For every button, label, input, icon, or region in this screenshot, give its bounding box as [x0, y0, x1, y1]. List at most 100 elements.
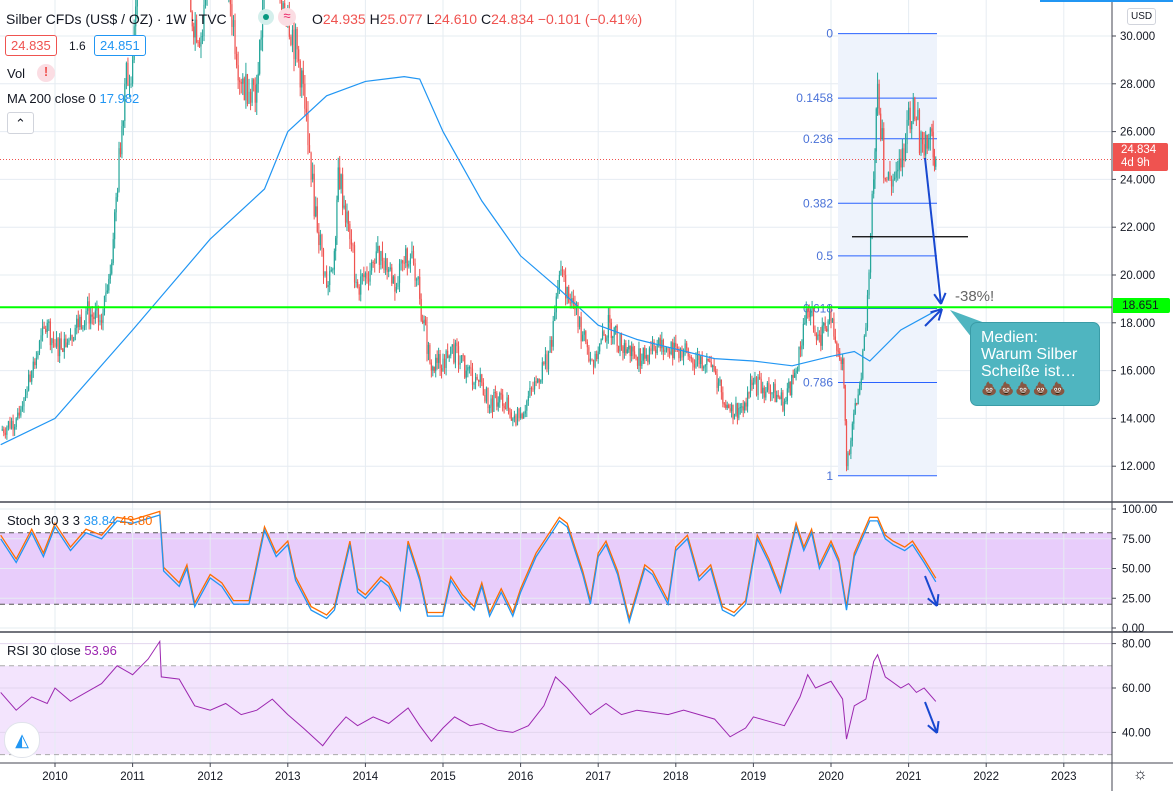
rsi-arrow — [924, 701, 938, 734]
candle-body — [878, 83, 880, 114]
candle-body — [240, 82, 242, 84]
candle-body — [887, 172, 890, 180]
candle-body — [191, 12, 193, 27]
fib-level-label: 0.786 — [803, 376, 833, 390]
candle-body — [880, 113, 882, 139]
candle-body — [330, 269, 332, 272]
candle-body — [372, 261, 374, 264]
candle-body — [378, 245, 380, 265]
candle-body — [582, 334, 584, 342]
candle-body — [619, 333, 621, 352]
candle-body — [710, 362, 712, 368]
candle-body — [751, 379, 753, 386]
candle-body — [875, 108, 877, 152]
candle-body — [914, 98, 916, 120]
candle-body — [716, 374, 718, 388]
candle-body — [512, 418, 514, 421]
callout-annotation[interactable]: Medien: Warum Silber Scheiße ist… 💩💩💩💩💩 — [970, 322, 1100, 406]
candle-body — [537, 378, 539, 383]
settings-gear-icon[interactable]: ☼ — [1133, 766, 1148, 783]
candle-body — [243, 78, 245, 101]
candle-body — [336, 199, 338, 239]
candle-body — [704, 364, 706, 367]
candle-body — [883, 128, 885, 178]
candle-body — [430, 362, 432, 371]
market-open-icon — [258, 9, 274, 25]
candle-body — [242, 78, 244, 84]
candle-body — [928, 139, 930, 149]
candle-body — [730, 404, 733, 412]
stoch-tick-label: 75.00 — [1122, 534, 1151, 546]
candle-body — [599, 344, 601, 352]
candle-body — [546, 354, 548, 370]
candle-body — [557, 288, 559, 297]
candle-body — [746, 392, 749, 407]
candle-body — [918, 109, 921, 154]
candle-body — [347, 211, 350, 224]
candle-body — [577, 302, 579, 327]
drop-annotation[interactable]: -38%! — [955, 288, 995, 305]
vol-label[interactable]: Vol — [7, 66, 26, 81]
candle-body — [504, 408, 507, 410]
candle-body — [377, 245, 379, 252]
candle-body — [541, 362, 543, 381]
rsi-legend[interactable]: RSI 30 close 53.96 — [7, 643, 117, 658]
candle-body — [204, 0, 207, 5]
candle-body — [644, 347, 646, 359]
candle-body — [371, 261, 373, 271]
candle-body — [664, 349, 666, 352]
candle-body — [73, 340, 75, 342]
candle-body — [760, 378, 762, 394]
down-arrow-head — [933, 293, 942, 305]
candle-body — [462, 355, 464, 357]
candle-body — [94, 310, 96, 320]
candle-body — [369, 270, 371, 282]
fib-level-label: 0.5 — [816, 249, 833, 263]
ma-legend[interactable]: MA 200 close 0 17.982 — [7, 91, 140, 106]
candle-body — [135, 6, 137, 27]
candle-body — [900, 158, 902, 168]
candle-body — [615, 325, 617, 328]
candle-body — [794, 372, 796, 378]
buy-button[interactable]: 24.851 — [94, 35, 146, 56]
candle-body — [703, 366, 705, 369]
candle-body — [248, 91, 250, 104]
candle-body — [851, 423, 853, 441]
candle-body — [439, 354, 441, 369]
candle-body — [719, 379, 721, 383]
candle-body — [485, 387, 488, 402]
candle-body — [282, 3, 284, 11]
candle-body — [805, 308, 807, 324]
symbol-title[interactable]: Silber CFDs (US$ / OZ) · 1W · TVC — [6, 11, 227, 27]
time-tick-label: 2011 — [120, 771, 145, 783]
candle-body — [15, 418, 17, 427]
time-tick-label: 2013 — [275, 771, 301, 783]
candle-body — [400, 260, 402, 264]
candle-body — [678, 348, 680, 359]
sell-button[interactable]: 24.835 — [5, 35, 57, 56]
candle-body — [402, 260, 404, 263]
candle-body — [757, 376, 759, 396]
candle-body — [355, 281, 357, 283]
candle-body — [456, 342, 458, 347]
candle-body — [626, 349, 628, 354]
candle-body — [454, 342, 457, 363]
candle-body — [375, 251, 377, 264]
candle-body — [322, 249, 325, 276]
warning-icon[interactable]: ! — [37, 64, 55, 82]
tradingview-logo-icon[interactable]: ◭ — [4, 722, 40, 758]
chevron-up-icon[interactable]: ⌃ — [7, 112, 34, 134]
stoch-legend[interactable]: Stoch 30 3 3 38.84 43.80 — [7, 513, 153, 528]
candle-body — [535, 381, 537, 383]
candle-body — [45, 328, 47, 333]
currency-button[interactable]: USD — [1127, 8, 1157, 25]
candle-body — [726, 405, 728, 408]
time-tick-label: 2018 — [663, 771, 689, 783]
candle-body — [411, 251, 413, 259]
candle-body — [908, 107, 910, 120]
candle-body — [540, 380, 542, 383]
candle-body — [823, 322, 825, 326]
candle-body — [682, 351, 685, 358]
candle-body — [38, 340, 41, 353]
